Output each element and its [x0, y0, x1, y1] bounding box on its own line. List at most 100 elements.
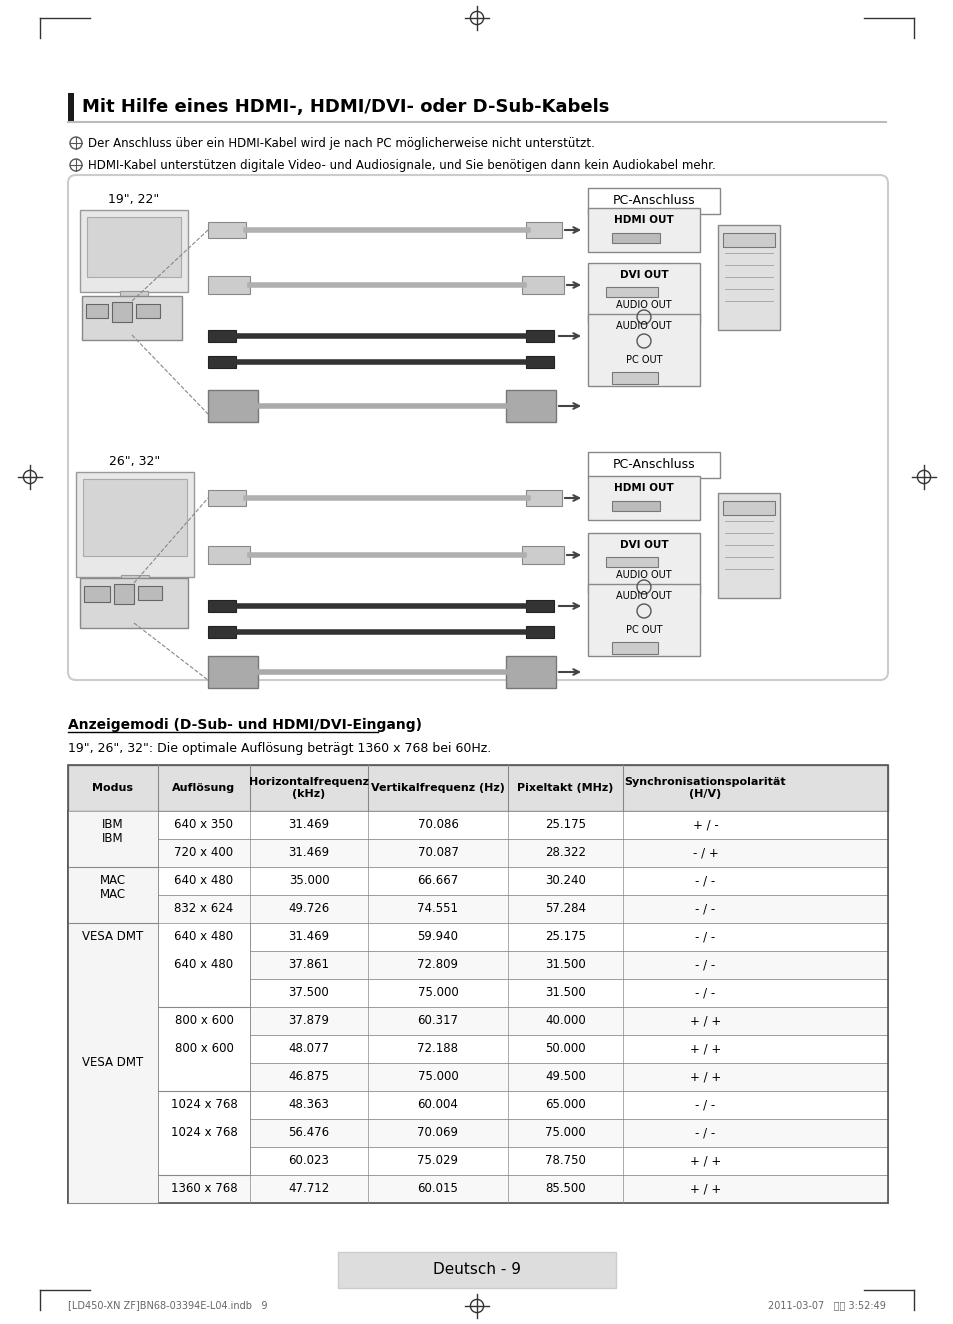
Text: 31.500: 31.500: [544, 986, 585, 1000]
Text: - / -: - / -: [695, 903, 715, 915]
Bar: [68, 923, 158, 1204]
Bar: [112, 302, 132, 322]
Text: HDMI-Kabel unterstützen digitale Video- und Audiosignale, und Sie benötigen dann: HDMI-Kabel unterstützen digitale Video- …: [88, 159, 715, 172]
Text: AUDIO OUT: AUDIO OUT: [616, 591, 671, 601]
Bar: [587, 314, 700, 387]
Bar: [80, 211, 188, 293]
Text: 72.188: 72.188: [417, 1042, 458, 1055]
Bar: [68, 1091, 887, 1119]
Text: PC-Anschluss: PC-Anschluss: [612, 195, 695, 208]
Text: 60.317: 60.317: [417, 1014, 458, 1027]
Bar: [525, 330, 554, 342]
Bar: [587, 208, 700, 252]
Text: 72.809: 72.809: [417, 959, 458, 972]
Text: 31.469: 31.469: [288, 931, 329, 944]
Text: 800 x 600: 800 x 600: [174, 1042, 233, 1055]
Bar: [587, 477, 700, 520]
Bar: [68, 839, 887, 867]
Text: 60.004: 60.004: [417, 1099, 458, 1112]
Text: 1360 x 768: 1360 x 768: [171, 1182, 237, 1196]
Text: MAC: MAC: [100, 888, 126, 902]
Text: + / +: + / +: [689, 1014, 720, 1027]
Text: 640 x 480: 640 x 480: [174, 959, 233, 972]
Bar: [505, 391, 556, 422]
Bar: [113, 584, 133, 604]
Text: 59.940: 59.940: [417, 931, 458, 944]
Bar: [525, 490, 561, 506]
FancyBboxPatch shape: [68, 175, 887, 681]
Bar: [525, 222, 561, 238]
Bar: [605, 557, 658, 567]
Text: 70.086: 70.086: [417, 818, 458, 831]
Bar: [68, 1174, 887, 1204]
Bar: [68, 1035, 887, 1063]
Text: IBM: IBM: [102, 833, 124, 846]
Bar: [208, 490, 246, 506]
Text: 49.726: 49.726: [288, 903, 330, 915]
Text: + / +: + / +: [689, 1155, 720, 1168]
Text: 720 x 400: 720 x 400: [174, 846, 233, 859]
Text: 1024 x 768: 1024 x 768: [171, 1127, 237, 1140]
Bar: [587, 263, 700, 323]
Bar: [208, 356, 235, 368]
Text: 47.712: 47.712: [288, 1182, 330, 1196]
Text: + / -: + / -: [692, 818, 718, 831]
Bar: [68, 93, 74, 120]
Text: Mit Hilfe eines HDMI-, HDMI/DVI- oder D-Sub-Kabels: Mit Hilfe eines HDMI-, HDMI/DVI- oder D-…: [82, 98, 609, 117]
Text: 832 x 624: 832 x 624: [174, 903, 233, 915]
Text: 19", 22": 19", 22": [109, 193, 159, 207]
Text: Anzeigemodi (D-Sub- und HDMI/DVI-Eingang): Anzeigemodi (D-Sub- und HDMI/DVI-Eingang…: [68, 718, 421, 732]
Bar: [121, 575, 149, 583]
Bar: [68, 765, 887, 812]
Text: 46.875: 46.875: [288, 1071, 329, 1083]
Bar: [83, 479, 187, 556]
Bar: [612, 233, 659, 244]
Text: 50.000: 50.000: [544, 1042, 585, 1055]
Bar: [612, 372, 658, 384]
Text: VESA DMT: VESA DMT: [82, 931, 144, 944]
Text: Deutsch - 9: Deutsch - 9: [433, 1263, 520, 1278]
Text: 25.175: 25.175: [544, 931, 585, 944]
Bar: [525, 356, 554, 368]
Bar: [68, 895, 887, 923]
Bar: [68, 812, 887, 839]
Text: 75.000: 75.000: [544, 1127, 585, 1140]
Bar: [612, 500, 659, 511]
Text: - / -: - / -: [695, 931, 715, 944]
Bar: [587, 188, 720, 214]
Bar: [68, 923, 887, 951]
Text: Horizontalfrequenz
(kHz): Horizontalfrequenz (kHz): [249, 777, 369, 798]
Bar: [587, 584, 700, 655]
Bar: [612, 642, 658, 654]
Bar: [718, 493, 780, 598]
Bar: [158, 923, 250, 1008]
Bar: [521, 275, 563, 294]
Text: 26", 32": 26", 32": [110, 455, 160, 469]
Text: 60.023: 60.023: [288, 1155, 329, 1168]
Text: 640 x 350: 640 x 350: [174, 818, 233, 831]
Text: MAC: MAC: [100, 874, 126, 887]
Text: 37.500: 37.500: [289, 986, 329, 1000]
Bar: [68, 765, 887, 1204]
Text: 65.000: 65.000: [544, 1099, 585, 1112]
Bar: [208, 391, 257, 422]
Bar: [158, 1008, 250, 1091]
Bar: [587, 534, 700, 593]
Text: [LD450-XN ZF]BN68-03394E-L04.indb   9: [LD450-XN ZF]BN68-03394E-L04.indb 9: [68, 1300, 267, 1309]
Text: 19", 26", 32": Die optimale Auflösung beträgt 1360 x 768 bei 60Hz.: 19", 26", 32": Die optimale Auflösung be…: [68, 741, 491, 755]
Bar: [68, 978, 887, 1008]
Bar: [116, 298, 152, 302]
Bar: [208, 600, 235, 612]
Text: - / -: - / -: [695, 874, 715, 887]
Bar: [208, 626, 235, 638]
Bar: [208, 545, 250, 564]
Bar: [605, 287, 658, 297]
Text: Auflösung: Auflösung: [172, 782, 235, 793]
Text: 49.500: 49.500: [544, 1071, 585, 1083]
Text: DVI OUT: DVI OUT: [619, 270, 668, 279]
Bar: [68, 1063, 887, 1091]
Text: 31.500: 31.500: [544, 959, 585, 972]
Text: - / -: - / -: [695, 1099, 715, 1112]
Text: 40.000: 40.000: [544, 1014, 585, 1027]
Bar: [587, 451, 720, 478]
